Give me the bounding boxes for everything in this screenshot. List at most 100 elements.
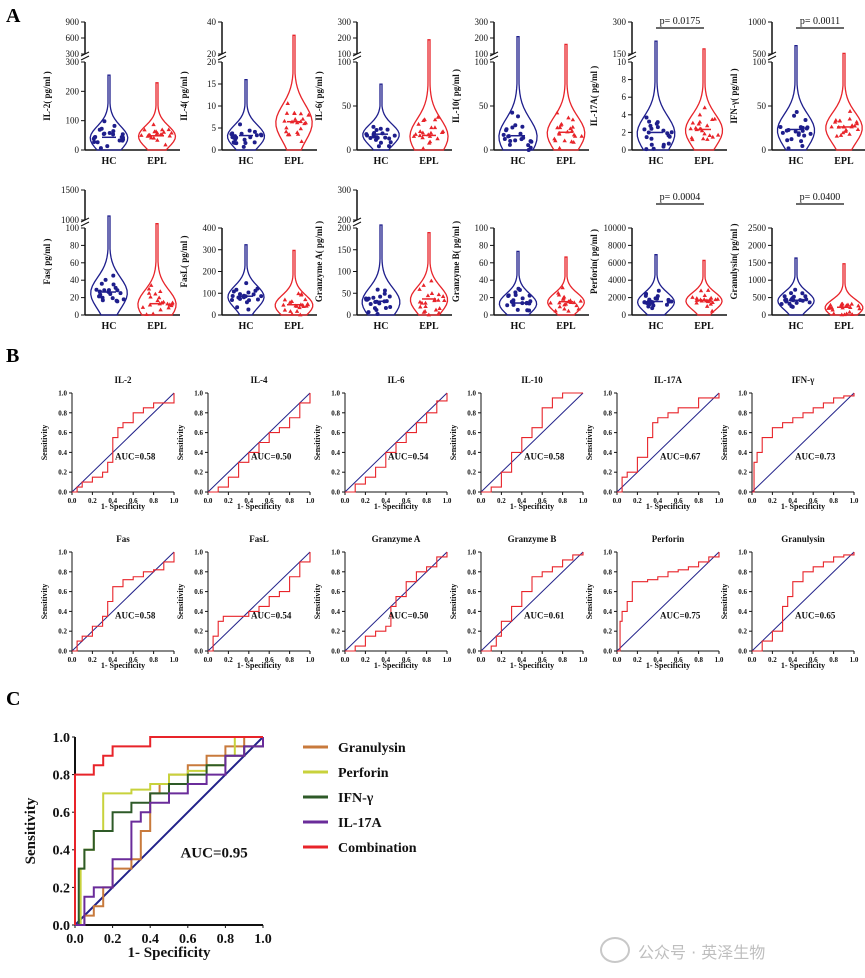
data-point-hc	[517, 288, 522, 293]
y-tick-label: 0	[75, 310, 80, 320]
data-point-hc	[102, 288, 107, 293]
data-point-epl	[161, 129, 167, 134]
y-tick-label: 0.8	[194, 409, 203, 417]
x-tick-label: 0.2	[361, 656, 370, 664]
data-point-hc	[100, 298, 105, 303]
roc-title: IL-17A	[654, 375, 683, 385]
data-point-hc	[378, 294, 383, 299]
y-tick-label: 100	[338, 57, 352, 67]
data-point-hc	[115, 288, 120, 293]
violin-epl	[275, 34, 313, 151]
data-point-hc	[782, 294, 787, 299]
y-tick-label: 0.2	[467, 628, 476, 636]
roc-curve-il-6	[345, 393, 448, 493]
data-point-epl	[146, 286, 152, 291]
y-tick-label: 0.0	[194, 488, 203, 496]
x-tick-label: 0.0	[68, 656, 77, 664]
data-point-epl	[158, 289, 163, 293]
data-point-epl	[693, 125, 698, 130]
data-point-hc	[505, 303, 510, 308]
y-tick-label: 8000	[608, 240, 627, 250]
data-point-hc	[527, 293, 532, 298]
data-point-hc	[506, 294, 511, 299]
y-axis-label: Sensitivity	[40, 584, 49, 620]
auc-label: AUC=0.50	[251, 451, 292, 461]
roc-curve-perforin	[617, 552, 720, 652]
data-point-epl	[423, 300, 428, 305]
y-tick-label: 0	[484, 145, 489, 155]
data-point-hc	[803, 118, 808, 123]
data-point-hc	[655, 125, 660, 130]
data-point-hc	[388, 140, 393, 145]
y-tick-label: 20	[207, 57, 217, 67]
x-tick-label: 0.4	[381, 656, 390, 664]
y-axis-label: IL-6( pg/ml )	[314, 71, 324, 121]
data-point-hc	[121, 297, 126, 302]
data-point-hc	[95, 140, 100, 145]
data-point-epl	[299, 291, 304, 296]
x-tick-label: 0.0	[613, 656, 622, 664]
break-mark	[352, 221, 362, 227]
data-point-hc	[254, 133, 259, 138]
x-tick-label: 0.4	[517, 656, 526, 664]
y-tick-label: 1.0	[603, 548, 612, 556]
x-group-label-hc: HC	[649, 156, 664, 167]
x-tick-label: 0.2	[497, 497, 506, 505]
data-point-hc	[115, 299, 120, 304]
y-tick-label: 100	[338, 49, 352, 59]
data-point-epl	[562, 306, 567, 311]
data-point-epl	[708, 295, 714, 300]
roc-curve-fasl	[208, 552, 311, 652]
data-point-hc	[520, 124, 525, 129]
data-point-hc	[99, 281, 104, 286]
y-tick-label: 0.0	[331, 647, 340, 655]
data-point-hc	[506, 134, 511, 139]
data-point-epl	[422, 117, 427, 122]
y-axis-label: Sensitivity	[720, 425, 729, 461]
data-point-epl	[420, 135, 425, 140]
roc-plot-10: 0.00.0 0.2 0.2 0.4 0.4 0.6 0.6 0.8 0.8 1.0 1.0 AUC=…	[449, 534, 588, 670]
data-point-epl	[839, 301, 844, 306]
y-axis-label: Sensitivity	[449, 584, 458, 620]
x-tick-label: 0.4	[517, 497, 526, 505]
data-point-hc	[99, 126, 104, 131]
data-point-hc	[528, 139, 533, 144]
data-point-hc	[392, 133, 397, 138]
data-point-hc	[661, 128, 666, 133]
violin-epl	[824, 263, 864, 316]
auc-label: AUC=0.50	[388, 610, 429, 620]
data-point-epl	[833, 118, 839, 122]
data-point-hc	[382, 288, 387, 293]
roc-plot-11: 0.00.0 0.2 0.2 0.4 0.4 0.6 0.6 0.8 0.8 1.0 1.0 AUC=…	[585, 534, 724, 670]
x-tick-label: 0.0	[748, 497, 757, 505]
y-tick-label: 0	[622, 145, 627, 155]
x-tick-label: 0.4	[653, 497, 662, 505]
data-point-hc	[642, 127, 647, 132]
break-mark	[489, 55, 499, 61]
data-point-hc	[246, 307, 251, 312]
data-point-epl	[847, 116, 852, 121]
roc-plot-3: 0.00.0 0.2 0.2 0.4 0.4 0.6 0.6 0.8 0.8 1.0 1.0 AUC=…	[313, 375, 452, 511]
x-tick-label: 0.2	[361, 497, 370, 505]
data-point-hc	[231, 140, 236, 145]
data-point-epl	[707, 133, 712, 138]
wechat-icon	[600, 937, 630, 963]
data-point-hc	[780, 130, 785, 135]
data-point-epl	[694, 296, 700, 300]
data-point-hc	[230, 293, 235, 298]
x-axis-label: 1- Specificity	[510, 661, 554, 670]
data-point-epl	[155, 137, 160, 142]
data-point-hc	[92, 139, 97, 144]
roc-plot-6: 0.00.0 0.2 0.2 0.4 0.4 0.6 0.6 0.8 0.8 1.0 1.0 AUC=…	[720, 375, 859, 511]
roc-curve-il-17a	[75, 737, 264, 926]
x-group-label-hc: HC	[102, 156, 117, 167]
y-tick-label: 1.0	[58, 389, 67, 397]
y-axis-label: Perforin( pg/ml )	[589, 229, 599, 294]
data-point-hc	[664, 302, 669, 307]
data-point-epl	[705, 299, 711, 304]
data-point-hc	[258, 132, 263, 137]
data-point-epl	[421, 283, 426, 287]
data-point-hc	[247, 128, 252, 133]
